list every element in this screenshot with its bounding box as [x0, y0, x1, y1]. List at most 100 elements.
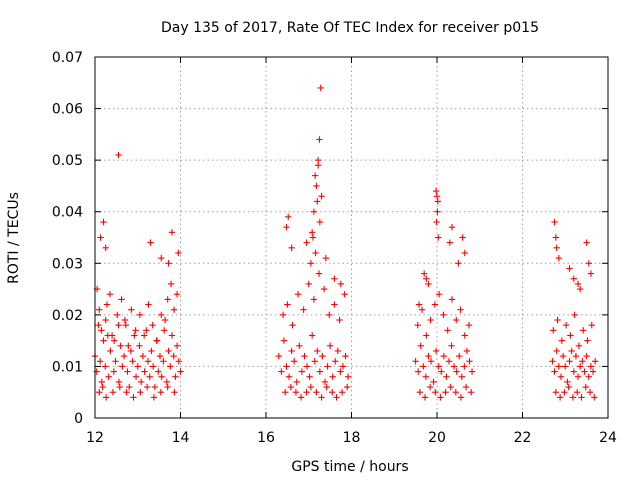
- data-point: [332, 358, 339, 365]
- data-point: [342, 352, 349, 360]
- data-point: [558, 337, 566, 344]
- data-point: [119, 363, 126, 370]
- data-point: [278, 368, 285, 375]
- data-point: [93, 368, 100, 375]
- data-point: [334, 347, 342, 355]
- data-point: [126, 383, 133, 391]
- data-point: [100, 218, 107, 226]
- data-point: [559, 352, 567, 360]
- data-point: [430, 378, 437, 386]
- data-point: [582, 383, 589, 391]
- data-point: [339, 363, 347, 370]
- data-point: [318, 394, 325, 401]
- data-point: [331, 301, 338, 308]
- data-point: [288, 244, 295, 252]
- data-point: [140, 332, 148, 339]
- data-point: [137, 378, 145, 386]
- data-point: [583, 352, 590, 360]
- data-point: [158, 254, 165, 262]
- y-tick-label: 0.07: [52, 50, 83, 66]
- data-point: [435, 363, 442, 370]
- data-point: [566, 265, 573, 272]
- data-point: [115, 321, 122, 329]
- data-point: [161, 316, 169, 324]
- data-point: [306, 373, 313, 380]
- data-point: [315, 270, 323, 277]
- data-point: [130, 394, 137, 401]
- data-point: [568, 347, 575, 355]
- data-point: [298, 368, 306, 375]
- data-point: [433, 193, 441, 200]
- data-point: [296, 342, 303, 349]
- data-point: [591, 358, 599, 365]
- data-point: [553, 347, 560, 355]
- data-point: [308, 332, 316, 339]
- data-point: [423, 332, 430, 339]
- data-point: [422, 373, 430, 380]
- plot-frame: [94, 56, 609, 419]
- data-point: [551, 218, 558, 226]
- data-point: [103, 301, 111, 308]
- data-point: [293, 378, 300, 386]
- data-point: [554, 316, 561, 324]
- data-point: [170, 352, 177, 360]
- data-point: [571, 311, 578, 319]
- data-point: [427, 316, 434, 324]
- data-point: [100, 337, 107, 344]
- data-point: [303, 389, 310, 396]
- data-point: [551, 368, 558, 375]
- data-point: [414, 321, 421, 329]
- data-point: [307, 260, 315, 267]
- data-point: [164, 383, 171, 391]
- data-point: [117, 342, 124, 349]
- data-point: [312, 249, 319, 257]
- data-point: [127, 347, 135, 355]
- data-point: [461, 363, 468, 370]
- data-point: [443, 373, 450, 380]
- data-point: [438, 368, 445, 375]
- data-point: [468, 368, 476, 375]
- data-point: [291, 358, 298, 365]
- data-point: [157, 389, 165, 396]
- x-tick-label: 18: [343, 430, 361, 446]
- data-point: [151, 383, 159, 391]
- data-point: [177, 368, 184, 375]
- data-point: [415, 301, 423, 308]
- data-point: [553, 244, 560, 252]
- data-point: [435, 291, 443, 298]
- data-point: [431, 301, 439, 308]
- data-point: [99, 383, 106, 391]
- data-point: [570, 368, 577, 375]
- data-point: [116, 383, 123, 391]
- data-point: [448, 342, 455, 349]
- data-point: [550, 327, 557, 334]
- data-point: [556, 394, 564, 401]
- data-point: [102, 363, 109, 370]
- data-point: [173, 342, 181, 349]
- data-point: [316, 218, 324, 226]
- data-point: [170, 306, 178, 313]
- data-point: [331, 275, 338, 282]
- data-point: [168, 332, 176, 339]
- data-point: [105, 373, 112, 380]
- data-point: [122, 321, 129, 329]
- data-point: [297, 394, 305, 401]
- data-point: [412, 358, 419, 365]
- data-point: [448, 223, 456, 231]
- data-point: [310, 208, 318, 215]
- data-point: [106, 291, 114, 298]
- data-point: [280, 337, 288, 344]
- data-point: [129, 358, 136, 365]
- data-point: [160, 358, 167, 365]
- y-axis-label: ROTI / TECUs: [6, 192, 22, 284]
- data-point: [468, 389, 475, 396]
- data-point: [110, 368, 118, 375]
- data-point: [287, 383, 294, 391]
- data-point: [445, 358, 453, 365]
- data-point: [591, 394, 598, 401]
- data-point: [440, 311, 447, 319]
- data-point: [283, 223, 290, 231]
- y-tick-label: 0.04: [52, 205, 83, 221]
- data-point: [562, 321, 570, 329]
- data-point: [337, 368, 344, 375]
